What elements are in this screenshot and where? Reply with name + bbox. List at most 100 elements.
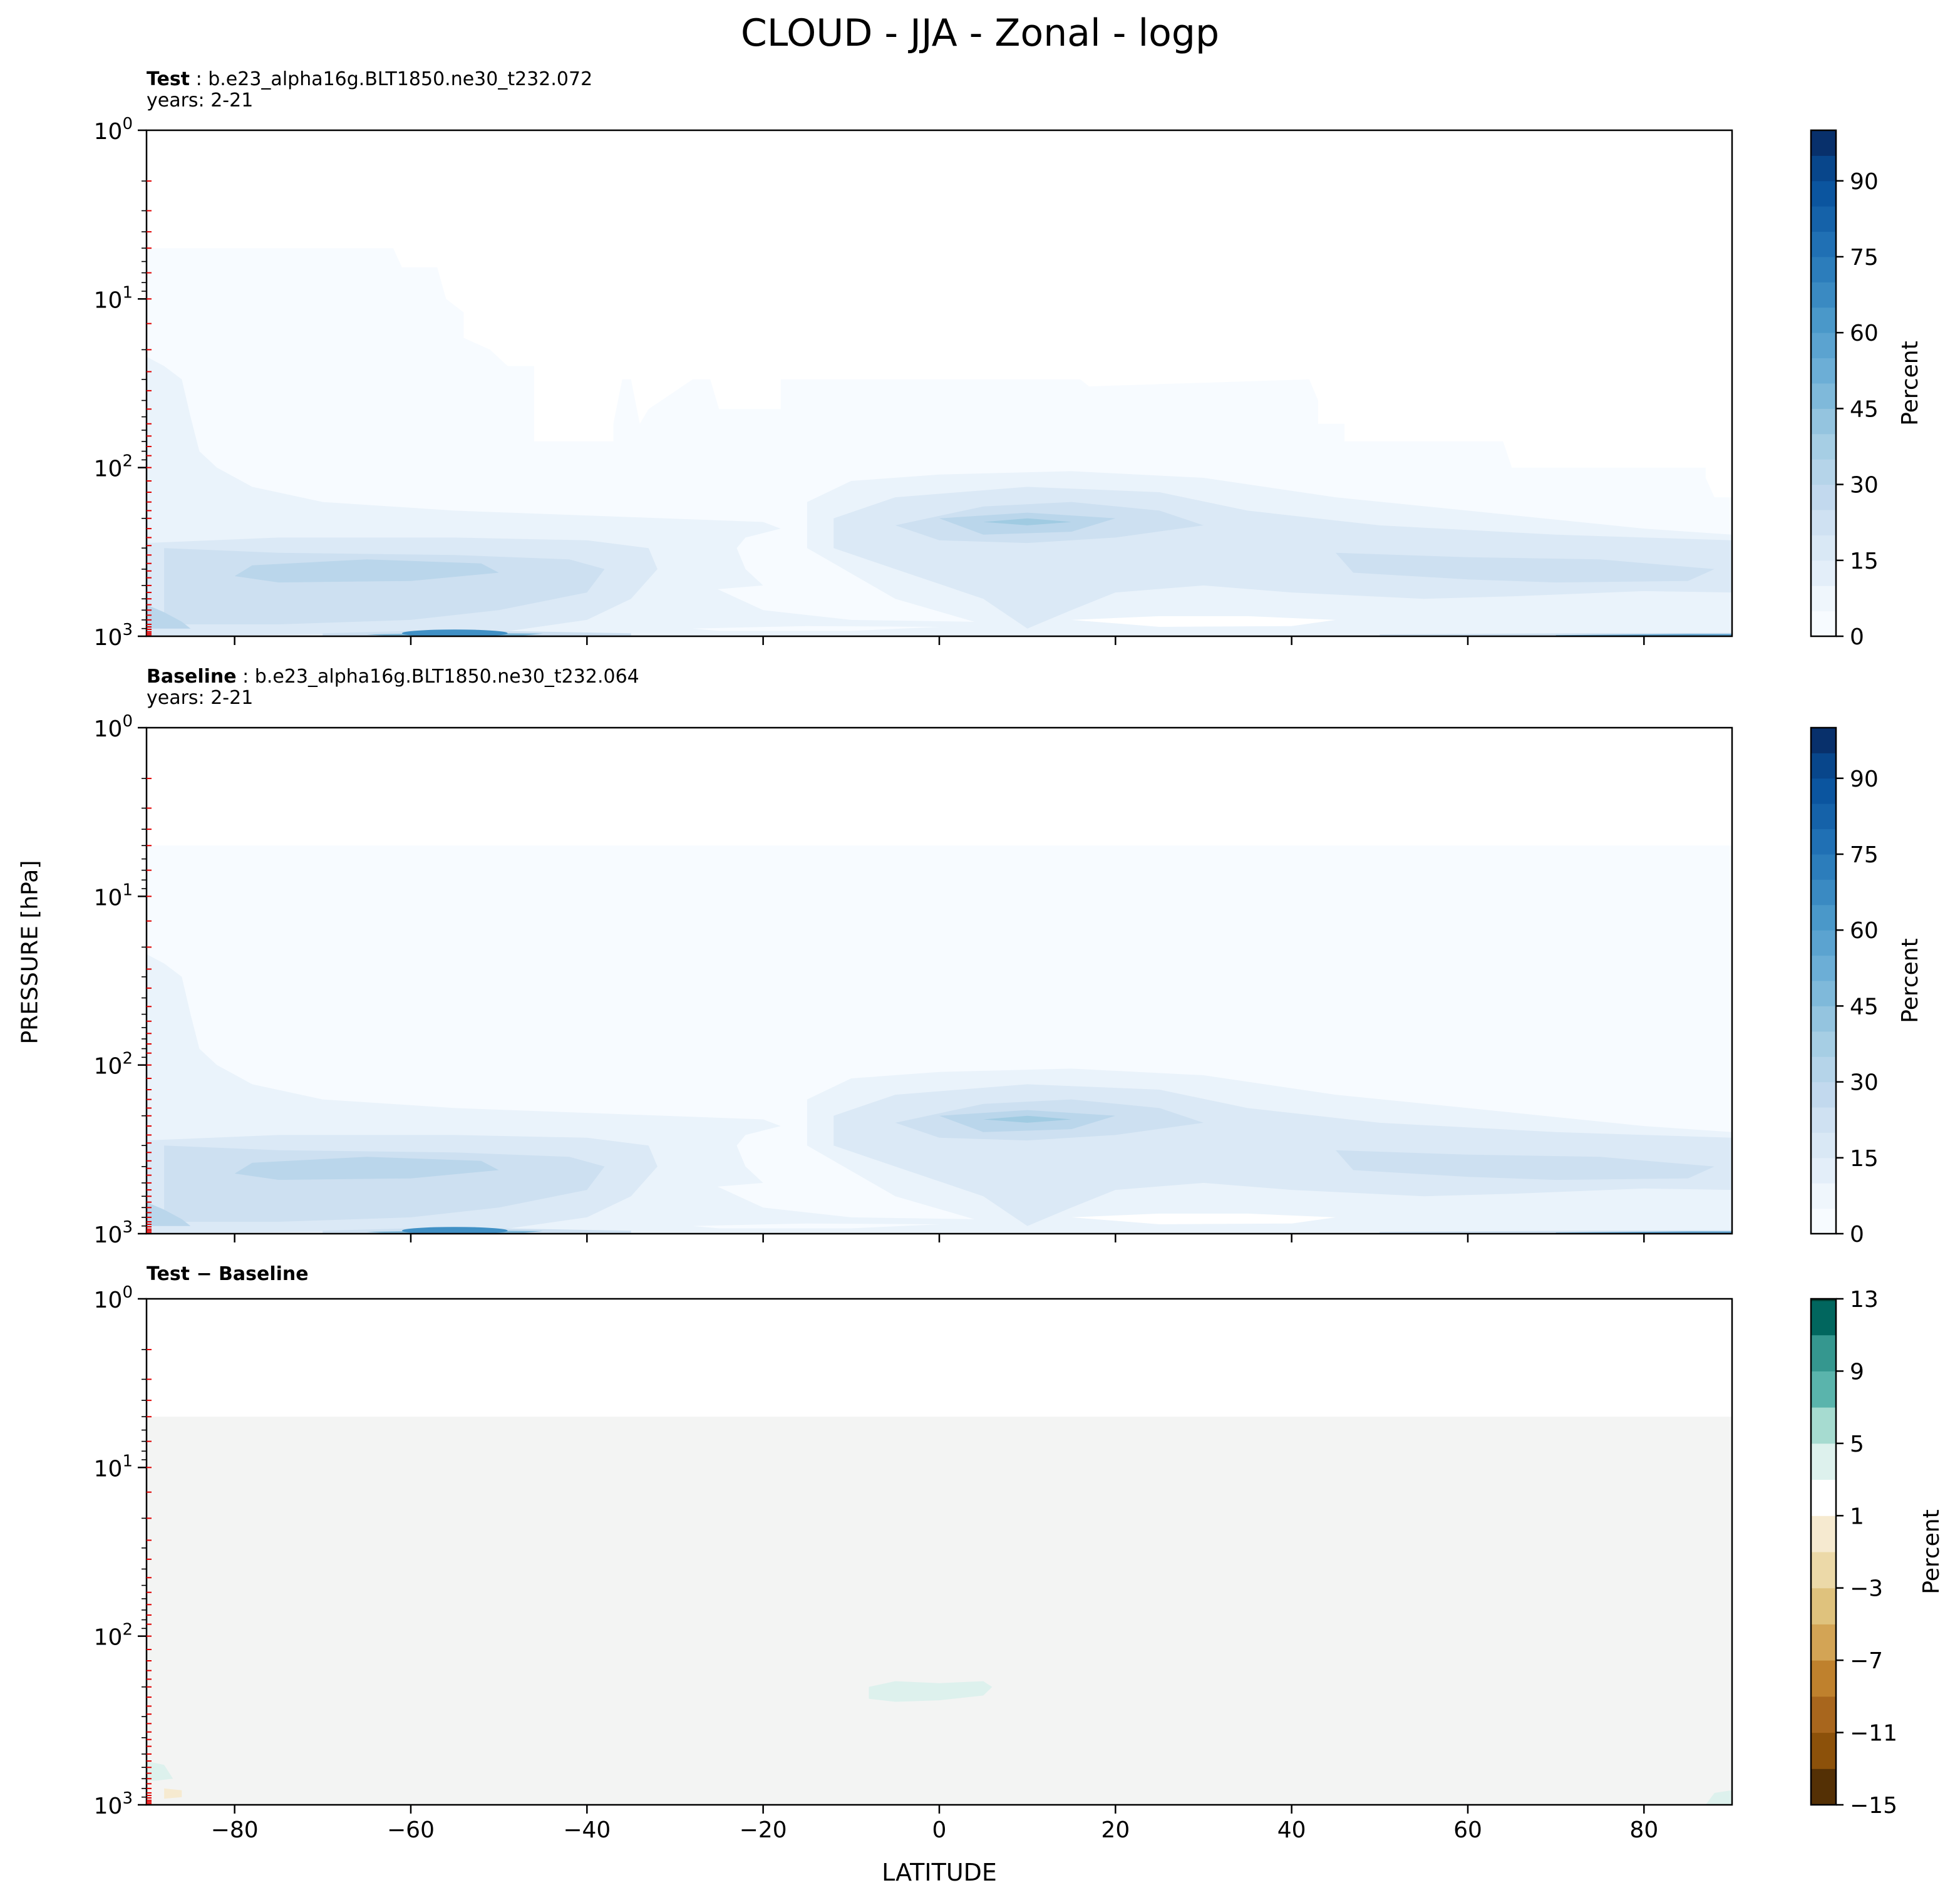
contour-level-5 bbox=[983, 518, 1071, 525]
colorbar-swatch bbox=[1811, 930, 1836, 956]
y-tick-exponent: 2 bbox=[122, 1050, 133, 1068]
contour-level-4 bbox=[234, 559, 499, 583]
x-tick-label: −60 bbox=[387, 1817, 435, 1843]
panel-label: Test bbox=[147, 68, 190, 90]
colorbar-swatch bbox=[1811, 955, 1836, 981]
colorbar-frame bbox=[1810, 726, 1837, 1235]
y-tick-exponent: 0 bbox=[122, 712, 133, 731]
y-tick-label: 102 bbox=[94, 452, 133, 482]
panel-title-test: Test : b.e23_alpha16g.BLT1850.ne30_t232.… bbox=[147, 69, 592, 111]
colorbar-swatch bbox=[1811, 1056, 1836, 1083]
colorbar-swatch bbox=[1811, 728, 1836, 753]
colorbar-tick-label: 1 bbox=[1850, 1504, 1864, 1529]
contour-level-near-zero bbox=[147, 1417, 1732, 1805]
colorbar-swatch bbox=[1811, 1407, 1836, 1444]
colorbar-swatch bbox=[1811, 981, 1836, 1006]
colorbar-frame bbox=[1810, 1298, 1837, 1806]
colorbar: 0 15 30 45 60 75 90 Percent bbox=[1810, 129, 1923, 650]
x-tick-label: −80 bbox=[211, 1817, 259, 1843]
colorbar-swatch bbox=[1811, 130, 1836, 156]
y-tick-base: 10 bbox=[94, 716, 123, 742]
contour-level-4 bbox=[147, 1202, 191, 1226]
colorbar-swatch bbox=[1811, 1515, 1836, 1552]
colorbar-swatch bbox=[1811, 1732, 1836, 1769]
contour-level-5 bbox=[983, 1115, 1071, 1123]
contour-level-3 bbox=[1336, 552, 1715, 583]
colorbar-swatch bbox=[1811, 778, 1836, 804]
y-tick-exponent: 2 bbox=[122, 452, 133, 471]
colorbar-swatch bbox=[1811, 1588, 1836, 1624]
colorbar-swatch bbox=[1811, 307, 1836, 333]
panel-title-baseline: Baseline : b.e23_alpha16g.BLT1850.ne30_t… bbox=[147, 666, 639, 709]
colorbar-swatch bbox=[1811, 611, 1836, 637]
colorbar-swatch bbox=[1811, 155, 1836, 182]
colorbar-swatch bbox=[1811, 180, 1836, 207]
contour-clear bbox=[1071, 616, 1336, 627]
y-tick-label: 100 bbox=[94, 115, 133, 145]
colorbar-tick-label: −7 bbox=[1850, 1648, 1883, 1674]
colorbar-swatch bbox=[1811, 206, 1836, 232]
colorbar: −15 −11 −7 −3 1 5 9 13 Percent bbox=[1810, 1287, 1944, 1819]
colorbar-swatch bbox=[1811, 879, 1836, 906]
y-tick-exponent: 3 bbox=[122, 621, 133, 639]
panel-label: Baseline bbox=[147, 666, 237, 688]
contour-field bbox=[147, 1299, 1732, 1805]
colorbar-swatch bbox=[1811, 1132, 1836, 1159]
y-tick-base: 10 bbox=[94, 625, 123, 651]
colorbar-swatch bbox=[1811, 1298, 1836, 1301]
colorbar-tick-label: 30 bbox=[1850, 1070, 1879, 1096]
contour-clear bbox=[1071, 1213, 1336, 1224]
colorbar-tick-label: 90 bbox=[1850, 767, 1879, 792]
contour-clear bbox=[693, 626, 939, 631]
y-tick-base: 10 bbox=[94, 1625, 123, 1651]
y-tick-exponent: 1 bbox=[122, 283, 133, 302]
colorbar-tick-label: −11 bbox=[1850, 1721, 1897, 1747]
colorbar-swatch bbox=[1811, 535, 1836, 561]
y-tick-base: 10 bbox=[94, 1794, 123, 1819]
colorbar-swatch bbox=[1811, 1299, 1836, 1336]
colorbar-swatch bbox=[1811, 1335, 1836, 1371]
colorbar-tick-label: −15 bbox=[1850, 1793, 1897, 1819]
colorbar-label: Percent bbox=[1897, 938, 1923, 1023]
colorbar-swatch bbox=[1811, 257, 1836, 282]
colorbar-swatch bbox=[1811, 1082, 1836, 1108]
panel-case: b.e23_alpha16g.BLT1850.ne30_t232.072 bbox=[208, 68, 593, 90]
y-tick-base: 10 bbox=[94, 287, 123, 313]
colorbar-tick-label: 15 bbox=[1850, 549, 1879, 574]
colorbar-frame bbox=[1810, 129, 1837, 638]
colorbar-swatch bbox=[1811, 1031, 1836, 1057]
colorbar-swatch bbox=[1811, 1157, 1836, 1184]
colorbar-swatch bbox=[1811, 459, 1836, 485]
colorbar-tick-label: 5 bbox=[1850, 1432, 1864, 1457]
contour-positive bbox=[869, 1681, 993, 1702]
panel-case: b.e23_alpha16g.BLT1850.ne30_t232.064 bbox=[254, 666, 639, 688]
colorbar: 0 15 30 45 60 75 90 Percent bbox=[1810, 726, 1923, 1247]
contour-positive bbox=[1705, 1790, 1732, 1805]
panel-years: years: 2-21 bbox=[147, 687, 254, 709]
colorbar-tick-label: 60 bbox=[1850, 918, 1879, 944]
panel-separator: : bbox=[236, 666, 255, 688]
colorbar-tick-label: 60 bbox=[1850, 321, 1879, 346]
contour-peak bbox=[401, 629, 508, 636]
y-tick-label: 103 bbox=[94, 1218, 133, 1248]
y-tick-label: 102 bbox=[94, 1050, 133, 1080]
panel-title-diff: Test − Baseline bbox=[147, 1264, 309, 1285]
colorbar-swatch bbox=[1811, 1183, 1836, 1209]
colorbar-swatch bbox=[1811, 1696, 1836, 1733]
colorbar-swatch bbox=[1811, 1107, 1836, 1133]
y-tick-base: 10 bbox=[94, 1456, 123, 1482]
colorbar-swatch bbox=[1811, 383, 1836, 409]
colorbar-swatch bbox=[1811, 753, 1836, 779]
y-tick-exponent: 0 bbox=[122, 1283, 133, 1302]
colorbar-swatch bbox=[1811, 408, 1836, 435]
x-tick-label: −40 bbox=[563, 1817, 611, 1843]
y-tick-base: 10 bbox=[94, 119, 123, 145]
x-tick-label: 20 bbox=[1101, 1817, 1130, 1843]
colorbar-tick-label: −3 bbox=[1850, 1576, 1883, 1602]
colorbar-swatch bbox=[1811, 484, 1836, 510]
colorbar-swatch bbox=[1811, 282, 1836, 308]
x-tick-label: 60 bbox=[1453, 1817, 1482, 1843]
colorbar-swatch bbox=[1811, 333, 1836, 359]
